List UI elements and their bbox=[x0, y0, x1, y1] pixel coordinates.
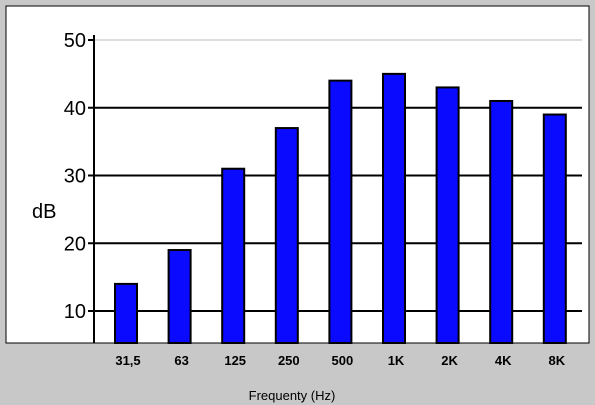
y-tick-label: 50 bbox=[64, 30, 86, 52]
x-tick-label: 4K bbox=[495, 353, 512, 368]
bar-2K bbox=[435, 86, 460, 344]
bars bbox=[114, 72, 567, 345]
y-tick-labels: 10 20 30 40 50 bbox=[64, 30, 86, 323]
x-tick-label: 1K bbox=[388, 353, 405, 368]
y-tick-label: 30 bbox=[64, 166, 86, 188]
bar-31,5 bbox=[114, 282, 138, 344]
y-axis-label: dB bbox=[32, 201, 56, 223]
x-tick-label: 63 bbox=[174, 353, 188, 368]
y-tick-label: 40 bbox=[64, 98, 86, 120]
bar-125 bbox=[221, 167, 246, 344]
bar-8K bbox=[542, 113, 567, 345]
bar-500 bbox=[328, 79, 353, 345]
bar-63 bbox=[167, 249, 192, 344]
bar-250 bbox=[274, 127, 299, 344]
x-tick-label: 250 bbox=[278, 353, 300, 368]
x-axis-label: Frequenty (Hz) bbox=[249, 388, 336, 403]
x-tick-label: 2K bbox=[441, 353, 458, 368]
y-tick-label: 10 bbox=[64, 301, 86, 323]
x-tick-label: 500 bbox=[332, 353, 354, 368]
x-tick-label: 8K bbox=[548, 353, 565, 368]
x-tick-label: 125 bbox=[224, 353, 246, 368]
bar-1K bbox=[382, 72, 406, 344]
bar-4K bbox=[489, 99, 514, 344]
y-tick-label: 20 bbox=[64, 233, 86, 255]
x-tick-label: 31,5 bbox=[115, 353, 140, 368]
x-tick-labels: 31,5 63 125 250 500 1K 2K 4K 8K bbox=[115, 353, 565, 368]
